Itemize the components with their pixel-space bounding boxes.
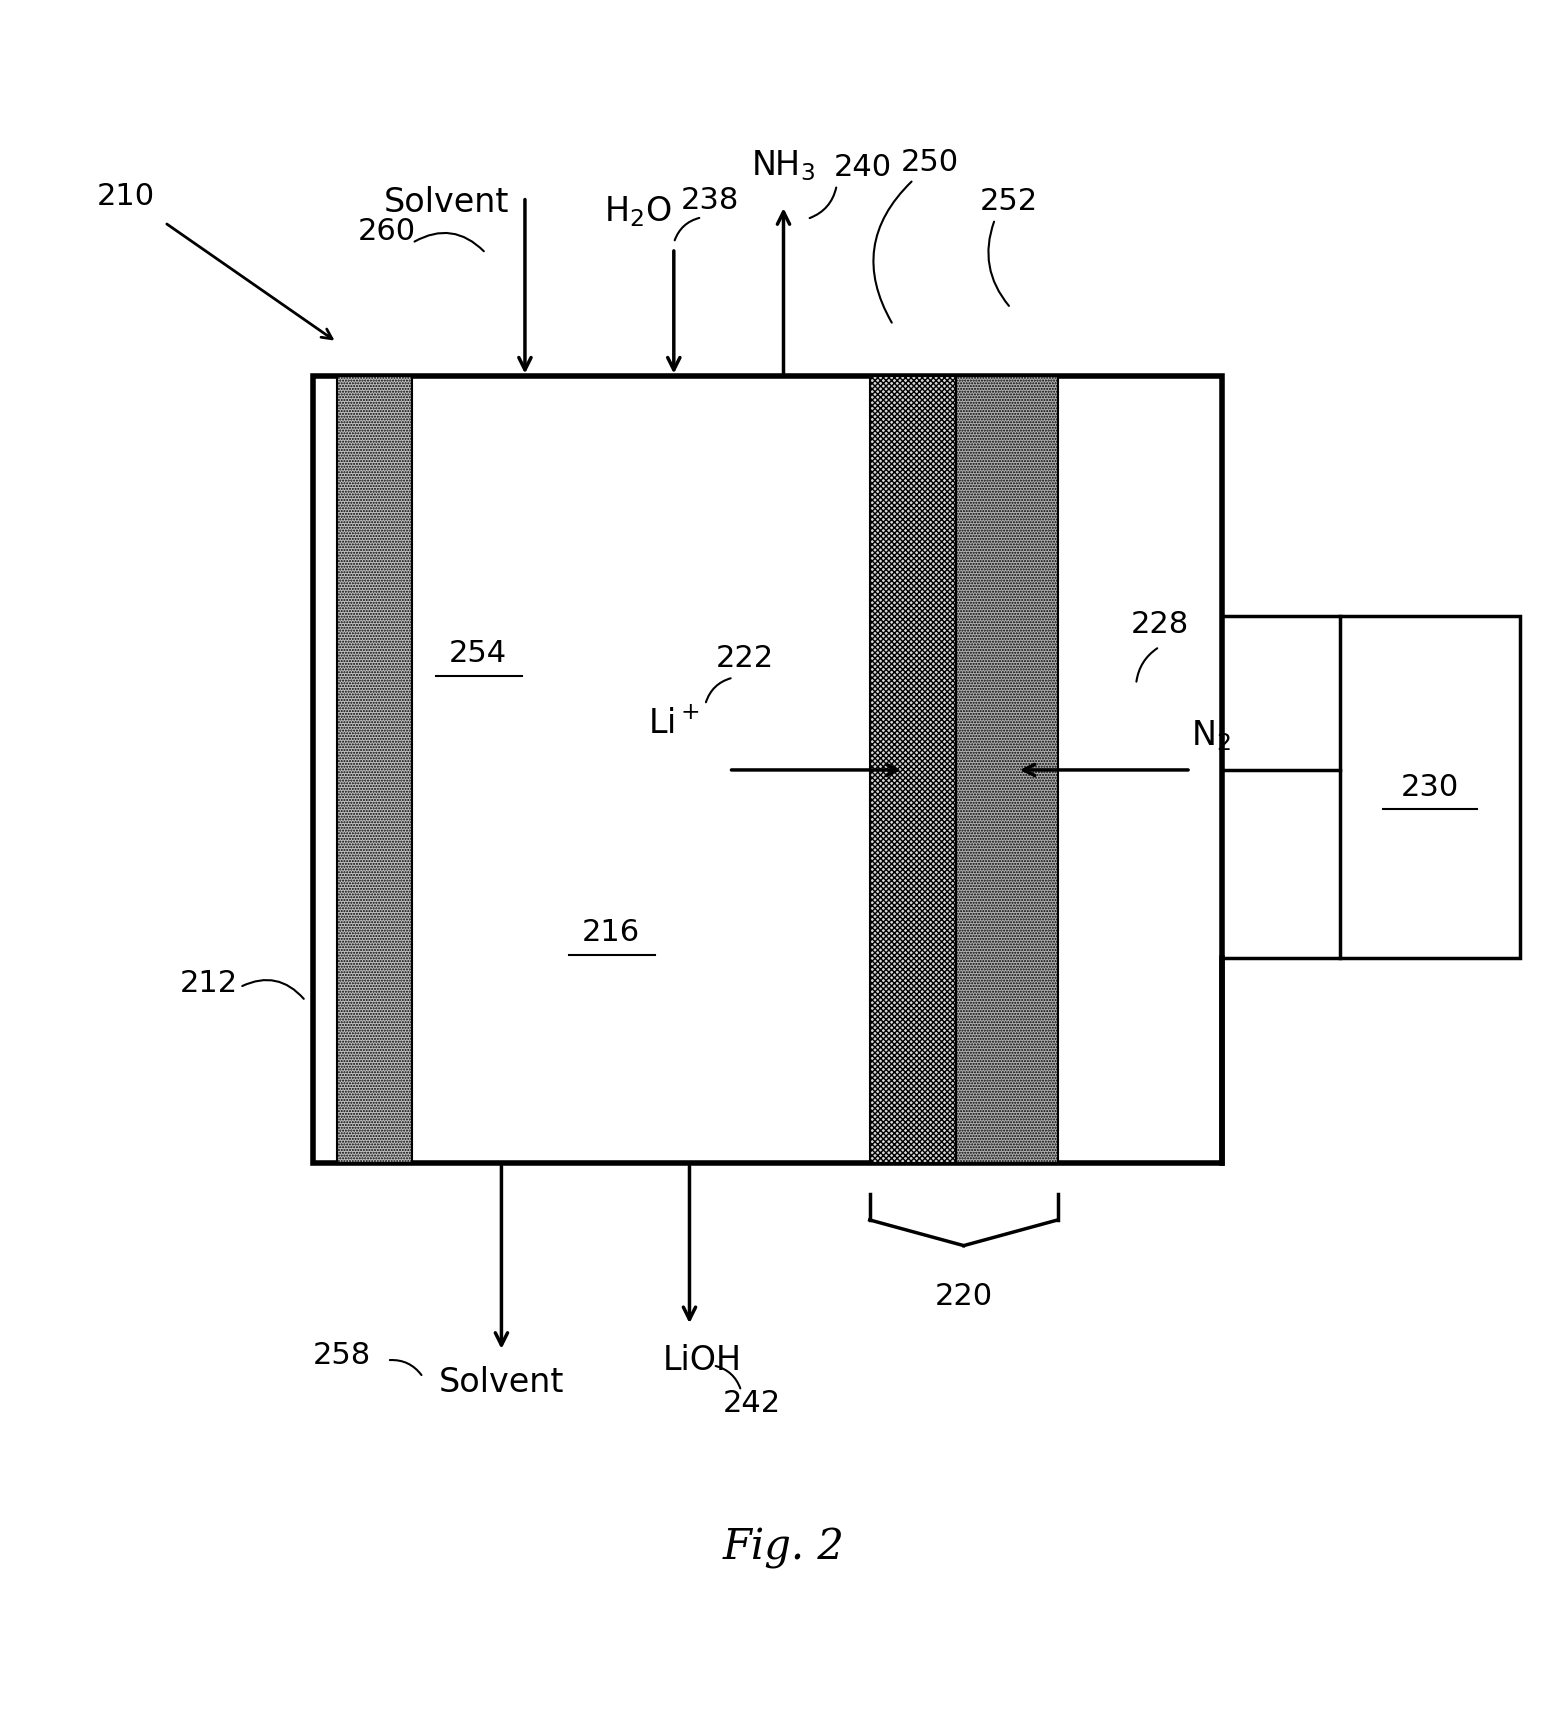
Bar bbox=[313, 376, 1222, 1163]
Text: 252: 252 bbox=[979, 188, 1037, 217]
Bar bbox=[870, 376, 956, 1163]
Text: 228: 228 bbox=[1130, 611, 1189, 638]
Text: 238: 238 bbox=[680, 186, 740, 216]
Text: 242: 242 bbox=[722, 1389, 782, 1417]
Text: NH$_3$: NH$_3$ bbox=[752, 149, 815, 183]
Bar bbox=[337, 376, 412, 1163]
Text: 250: 250 bbox=[901, 149, 959, 178]
Text: 240: 240 bbox=[834, 154, 892, 183]
Text: Solvent: Solvent bbox=[384, 186, 509, 219]
Text: 216: 216 bbox=[581, 919, 641, 946]
Text: Solvent: Solvent bbox=[439, 1365, 564, 1400]
Text: 230: 230 bbox=[1401, 773, 1459, 801]
Bar bbox=[956, 376, 1058, 1163]
Text: LiOH: LiOH bbox=[663, 1343, 741, 1377]
Text: Li$^+$: Li$^+$ bbox=[647, 707, 700, 741]
Bar bbox=[1340, 616, 1520, 958]
Text: Fig. 2: Fig. 2 bbox=[722, 1528, 845, 1569]
Text: 212: 212 bbox=[180, 970, 238, 999]
Text: 220: 220 bbox=[934, 1283, 993, 1311]
Text: 210: 210 bbox=[97, 183, 155, 212]
Text: N$_2$: N$_2$ bbox=[1191, 719, 1230, 753]
Text: 260: 260 bbox=[357, 217, 415, 246]
Text: H$_2$O: H$_2$O bbox=[603, 195, 672, 229]
Text: 258: 258 bbox=[312, 1341, 371, 1369]
Text: 222: 222 bbox=[715, 645, 774, 672]
Text: 254: 254 bbox=[448, 640, 508, 667]
